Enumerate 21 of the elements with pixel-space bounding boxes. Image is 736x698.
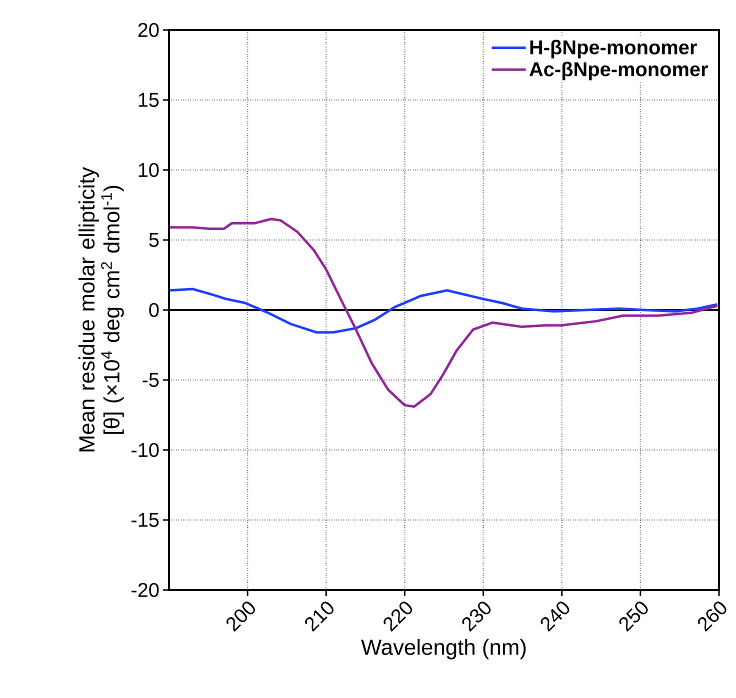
y-tick-label: -10 (132, 442, 159, 458)
x-tick-label: 250 (619, 602, 648, 632)
y-tick-label: -20 (132, 582, 159, 598)
x-axis-title: Wavelength (nm) (361, 638, 526, 660)
y-tick-label: 15 (138, 93, 159, 107)
y-tick-label: 10 (138, 162, 159, 178)
y-tick-label: -15 (132, 513, 159, 527)
line-series (169, 288, 719, 334)
x-tick-label: 230 (462, 602, 491, 632)
x-tick-label: 260 (698, 602, 726, 632)
y-tick-label: -5 (142, 373, 159, 387)
legend-label: Ac-βNpe-monomer (529, 62, 708, 80)
x-tick-label: 210 (305, 602, 334, 632)
legend-label: H-βNpe-monomer (530, 40, 697, 58)
x-tick-label: 200 (226, 602, 255, 632)
x-tick-label: 220 (384, 602, 412, 632)
y-tick-label: 0 (149, 302, 159, 318)
y-tick-label: 20 (138, 22, 159, 38)
line-series (169, 218, 719, 408)
y-tick-label: 5 (149, 233, 159, 247)
x-tick-label: 240 (540, 602, 570, 632)
